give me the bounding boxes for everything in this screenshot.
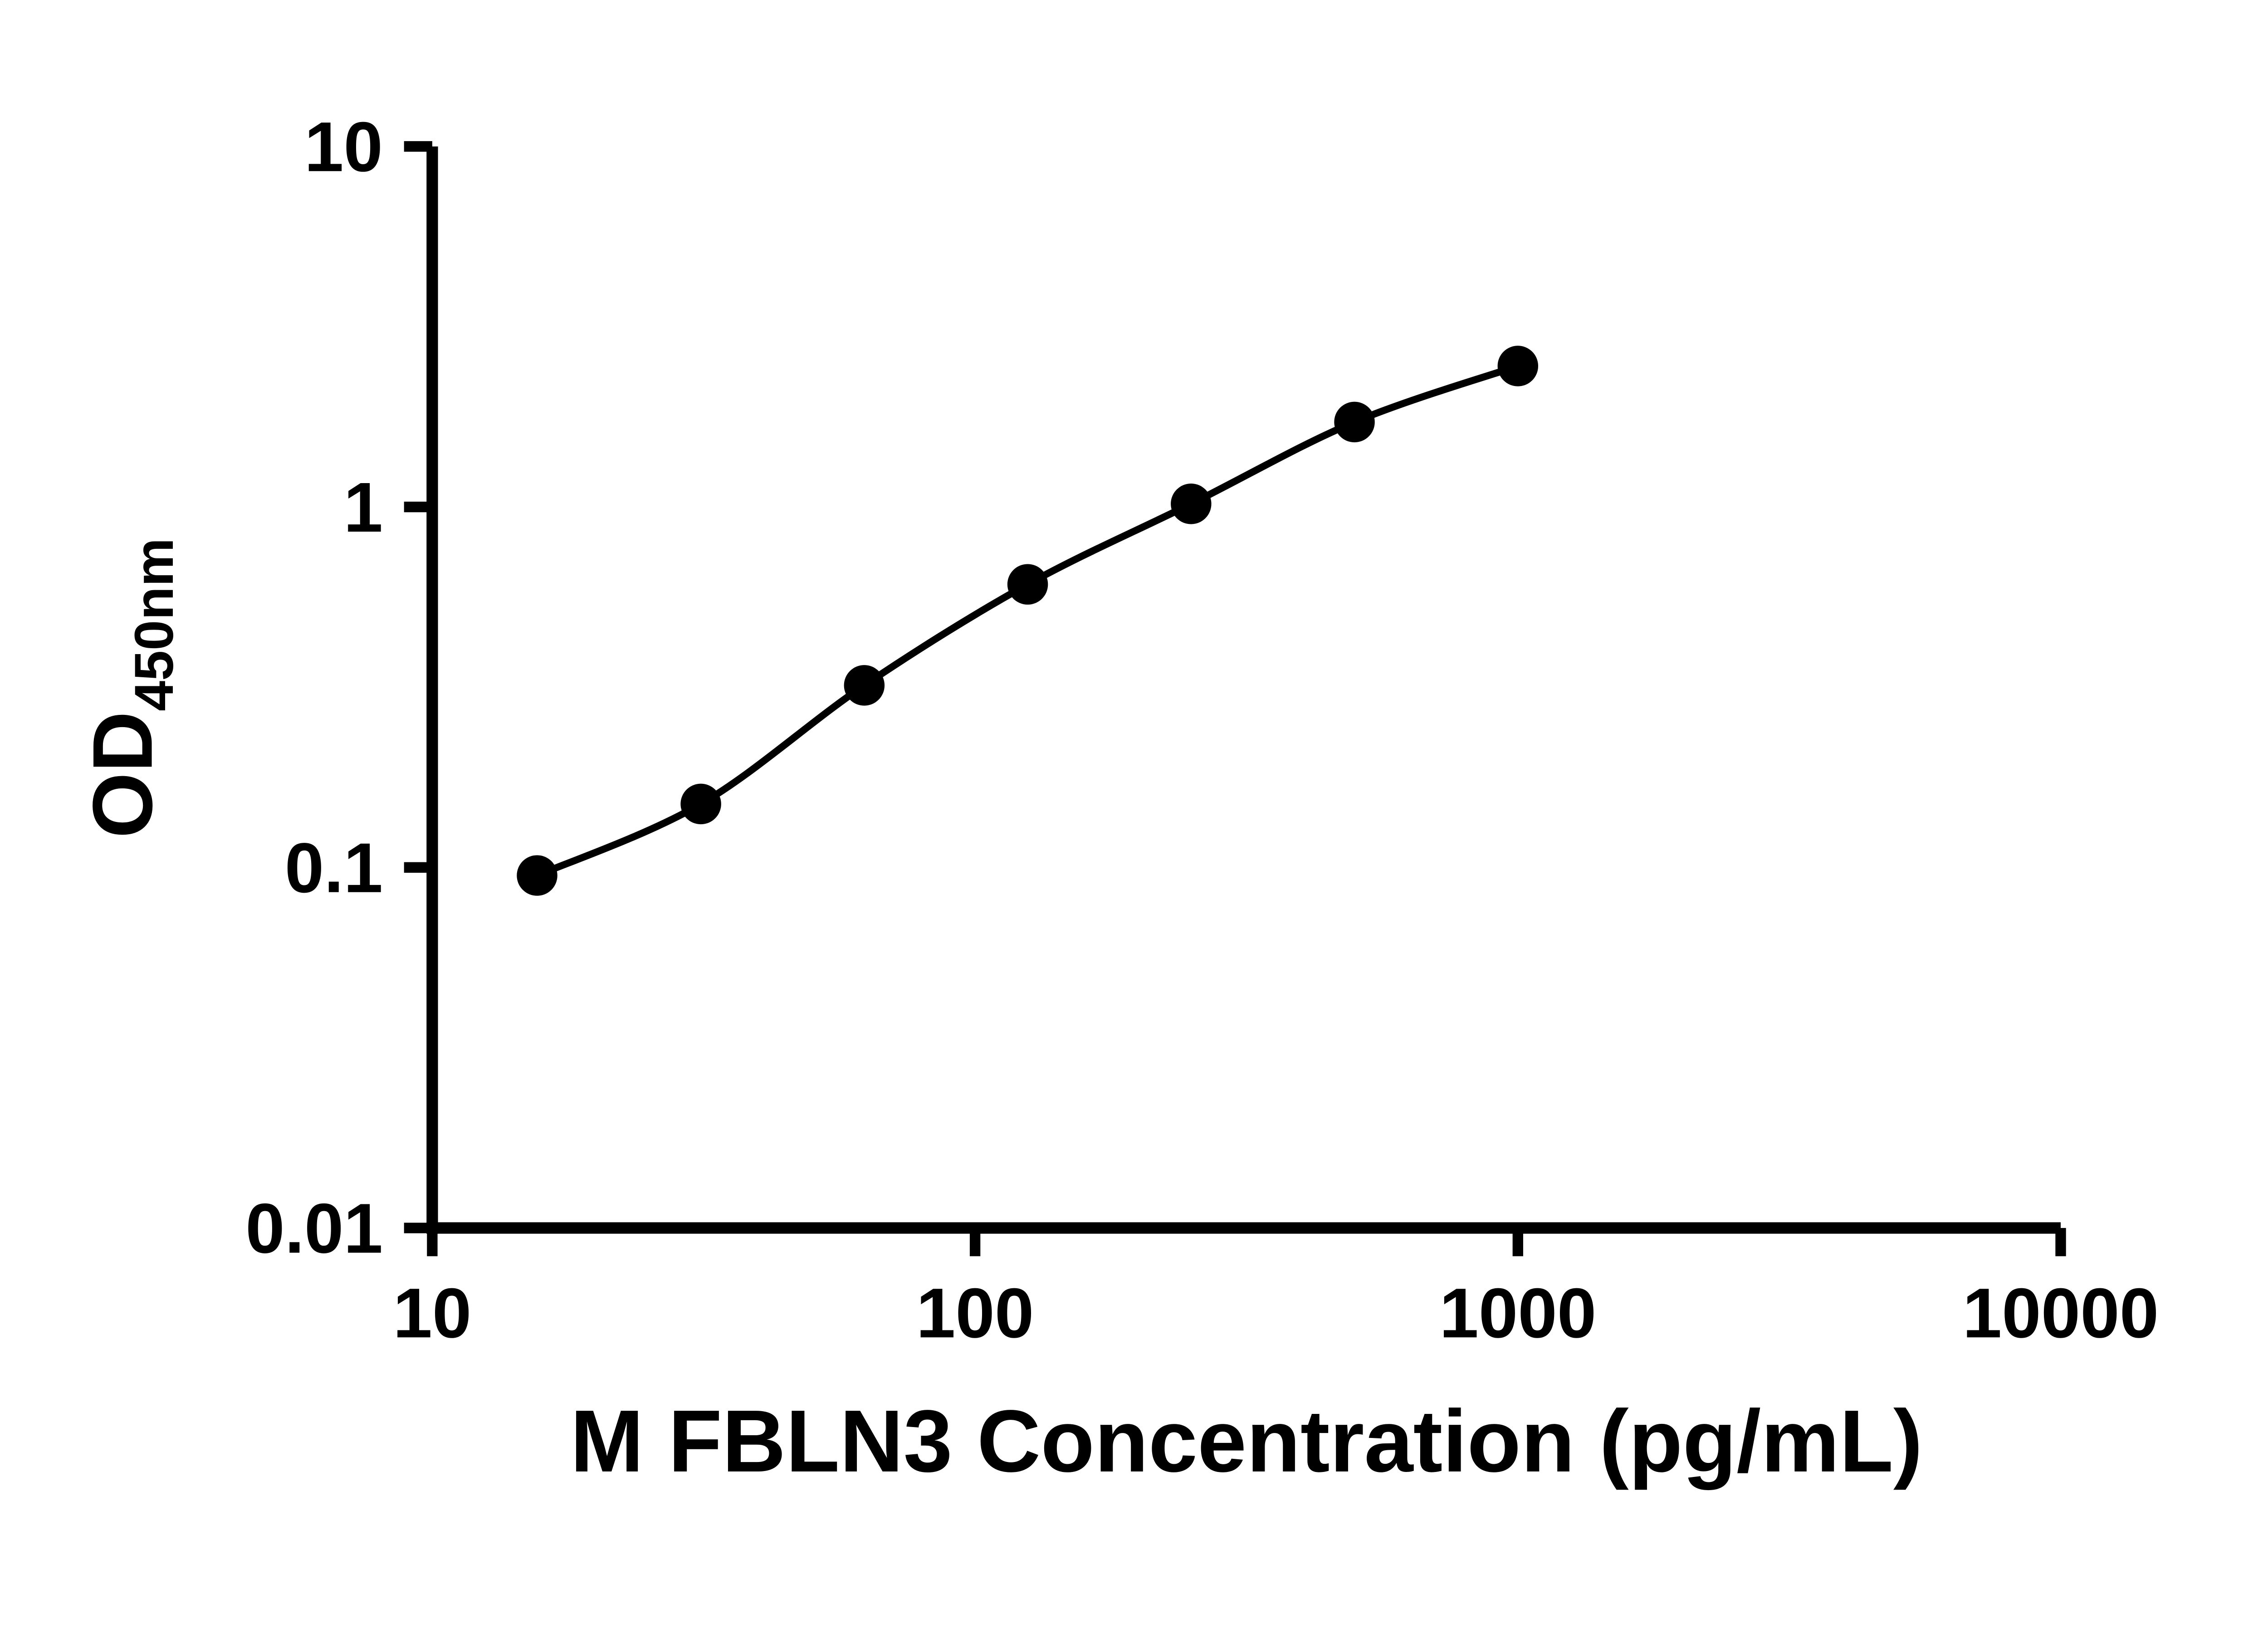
y-axis-title-sub: 450nm	[123, 538, 185, 711]
x-tick-label: 1000	[1439, 1273, 1596, 1352]
data-point	[1171, 484, 1212, 524]
x-tick-label: 10	[393, 1273, 471, 1352]
y-tick-label: 0.01	[245, 1189, 383, 1268]
chart-canvas: 10 100 1000 10000 0.01 0.1 1 10 M FBLN3 Concent…	[75, 107, 2159, 1491]
y-tick-label: 0.1	[285, 828, 383, 907]
data-point	[844, 665, 885, 706]
y-tick-label: 1	[344, 468, 383, 547]
data-point	[1497, 346, 1539, 386]
data-point	[1007, 564, 1048, 605]
data-point	[1334, 401, 1375, 443]
data-point	[680, 783, 721, 825]
y-axis-title-main: OD	[75, 711, 170, 838]
x-axis-title: M FBLN3 Concentration (pg/mL)	[570, 1392, 1923, 1491]
y-tick-label: 10	[304, 107, 383, 186]
plot-layer: 10 100 1000 10000 0.01 0.1 1 10	[245, 107, 2159, 1352]
x-tick-label: 100	[916, 1273, 1034, 1352]
x-tick-label: 10000	[1963, 1273, 2159, 1352]
elisa-standard-curve-figure: 10 100 1000 10000 0.01 0.1 1 10 M FBLN3 Concent…	[75, 107, 2159, 1491]
data-point	[517, 855, 557, 896]
y-axis-title: OD450nm	[75, 538, 185, 838]
